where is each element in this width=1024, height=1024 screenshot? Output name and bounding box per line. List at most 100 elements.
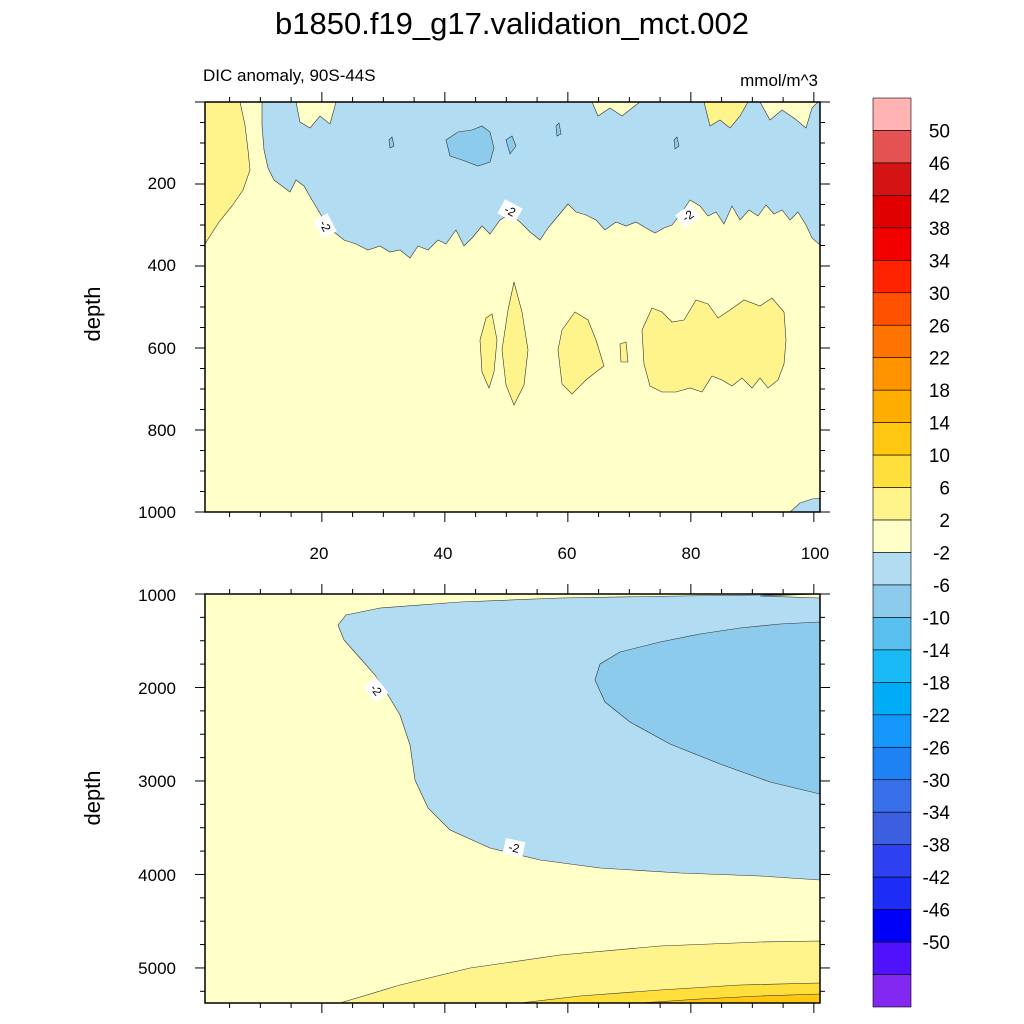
- colorbar-box: [872, 227, 912, 261]
- colorbar-box: [872, 844, 912, 878]
- upper-y-axis-label: depth: [80, 286, 105, 341]
- colorbar-label: -46: [923, 901, 950, 922]
- colorbar-box: [872, 162, 912, 196]
- colorbar-box: [872, 454, 912, 488]
- lower-y-tick-label: 2000: [138, 679, 176, 698]
- colorbar-box: [872, 714, 912, 748]
- colorbar-label: 26: [929, 316, 950, 337]
- colorbar-box: [872, 779, 912, 813]
- colorbar-box: [872, 584, 912, 618]
- colorbar-label: 6: [939, 479, 950, 500]
- upper-y-tick-label: 200: [148, 174, 176, 193]
- colorbar-box: [872, 130, 912, 164]
- upper-contour-neg6-patch: [445, 125, 495, 167]
- colorbar-label: 10: [929, 446, 950, 467]
- colorbar-label: -2: [933, 544, 950, 565]
- colorbar-label: -50: [923, 933, 950, 954]
- colorbar-box: [872, 811, 912, 845]
- colorbar: 50 46 42 38 34 30 26 22 18 14 10 6 2 -2 -6 -10 -14 -18 -22…: [872, 97, 951, 1008]
- colorbar-box: [872, 357, 912, 391]
- upper-y-tick-label: 800: [148, 421, 176, 440]
- colorbar-label: 34: [929, 251, 951, 272]
- chart-title: b1850.f19_g17.validation_mct.002: [275, 6, 749, 41]
- x-tick-label: 20: [310, 544, 329, 563]
- colorbar-box: [872, 746, 912, 781]
- upper-surface-notch-4: [759, 102, 819, 129]
- colorbar-box: [872, 389, 912, 423]
- upper-y-tick-label: 400: [148, 256, 176, 275]
- upper-panel: 200 400 600 800 1000 depth 20 40 60 80 1…: [80, 92, 830, 563]
- upper-contour-label: -2: [313, 213, 337, 239]
- colorbar-box: [872, 260, 912, 294]
- colorbar-box: [872, 941, 912, 975]
- colorbar-box: [872, 195, 912, 229]
- colorbar-box: [872, 617, 912, 651]
- upper-contour-label: -2: [675, 203, 701, 229]
- colorbar-label: 46: [929, 154, 950, 175]
- upper-small-patch-d: [673, 136, 680, 150]
- upper-contour-pos2-patch-5: [641, 297, 787, 393]
- upper-small-patch-c: [555, 122, 562, 137]
- upper-tick-marks: [195, 92, 830, 522]
- colorbar-label: -26: [923, 738, 950, 759]
- upper-contour-pos2-patch-2: [501, 281, 529, 406]
- colorbar-label: 38: [929, 219, 950, 240]
- colorbar-box: [872, 324, 912, 359]
- lower-contour-label: -2: [363, 677, 389, 703]
- units-label: mmol/m^3: [740, 71, 818, 90]
- region-label: DIC anomaly, 90S-44S: [203, 66, 376, 85]
- lower-contour-label: -2: [502, 838, 526, 858]
- colorbar-label: -18: [923, 673, 950, 694]
- upper-contour-pos2-patch-3: [557, 311, 605, 395]
- lower-panel: 1000 2000 3000 4000 5000 depth -2 -2: [80, 584, 830, 1013]
- upper-contour-label: -2: [497, 199, 523, 223]
- colorbar-box: [872, 552, 912, 586]
- colorbar-label: 22: [929, 349, 950, 370]
- lower-plot-frame: [204, 593, 821, 1004]
- lower-contour-pos10-region: [639, 993, 820, 1003]
- upper-contour-pos2-patch-4: [619, 341, 629, 363]
- x-tick-label: 80: [682, 544, 701, 563]
- x-tick-label: 60: [558, 544, 577, 563]
- upper-y-tick-label: 600: [148, 339, 176, 358]
- colorbar-labels: 50 46 42 38 34 30 26 22 18 14 10 6 2 -2 -6 -10 -14 -18 -22…: [923, 121, 951, 954]
- upper-contour-positive-left: [205, 102, 251, 245]
- colorbar-box: [872, 487, 912, 521]
- svg-text:-2: -2: [507, 840, 521, 856]
- colorbar-box: [872, 909, 912, 943]
- upper-bottom-neg-sliver: [789, 497, 820, 512]
- upper-small-patch-a: [505, 135, 517, 155]
- colorbar-label: 18: [929, 381, 950, 402]
- lower-y-tick-label: 5000: [138, 959, 176, 978]
- colorbar-label: -22: [923, 706, 950, 727]
- colorbar-label: -10: [923, 608, 950, 629]
- colorbar-box: [872, 422, 912, 456]
- colorbar-label: 30: [929, 284, 950, 305]
- colorbar-box: [872, 97, 912, 131]
- colorbar-label: 2: [939, 511, 950, 532]
- colorbar-box: [872, 974, 912, 1008]
- colorbar-label: -34: [923, 803, 951, 824]
- lower-y-axis-label: depth: [80, 770, 105, 825]
- upper-surface-notch-3: [703, 102, 749, 129]
- lower-y-tick-label: 3000: [138, 772, 176, 791]
- colorbar-label: 50: [929, 121, 950, 142]
- lower-tick-marks: [195, 584, 830, 1013]
- colorbar-label: 14: [929, 414, 951, 435]
- lower-contour-neg6-region: [594, 621, 820, 795]
- lower-y-tick-label: 4000: [138, 866, 176, 885]
- x-tick-label: 40: [434, 544, 453, 563]
- colorbar-box: [872, 682, 912, 716]
- upper-y-tick-label: 1000: [138, 503, 176, 522]
- upper-small-patch-b: [388, 136, 395, 149]
- x-tick-label: 100: [801, 544, 829, 563]
- colorbar-box: [872, 876, 912, 910]
- colorbar-label: -6: [933, 576, 950, 597]
- colorbar-boxes: [872, 97, 912, 1008]
- colorbar-box: [872, 292, 912, 326]
- colorbar-box: [872, 519, 912, 553]
- colorbar-label: -38: [923, 836, 950, 857]
- colorbar-label: 42: [929, 186, 950, 207]
- colorbar-label: -30: [923, 771, 950, 792]
